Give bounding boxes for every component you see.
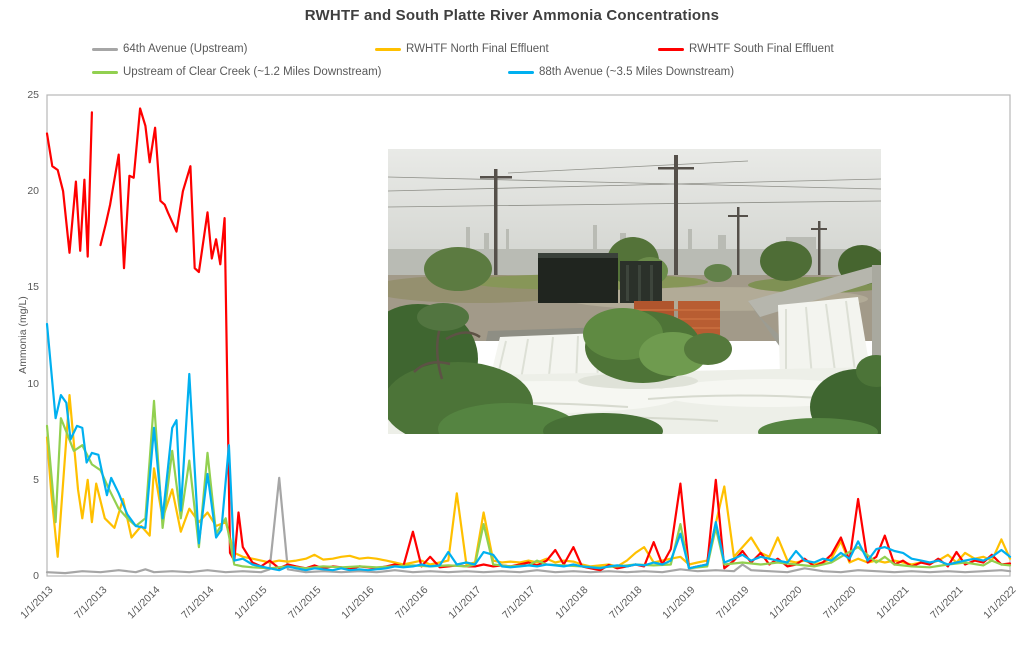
y-axis-title: Ammonia (mg/L): [17, 296, 29, 374]
legend-marker-upstream-of-clear-creek-1-2-miles-downstream: [92, 70, 118, 74]
building: [538, 253, 662, 303]
legend-item-rwhtf-south-final-effluent: RWHTF South Final Effluent: [658, 42, 834, 56]
y-tick-label: 25: [27, 89, 39, 101]
legend-marker-rwhtf-north-final-effluent: [375, 47, 401, 51]
chart-title: RWHTF and South Platte River Ammonia Con…: [304, 7, 720, 24]
legend-label: 88th Avenue (~3.5 Miles Downstream): [539, 66, 735, 78]
legend-label: RWHTF North Final Effluent: [406, 43, 549, 55]
y-tick-label: 0: [33, 570, 39, 582]
legend-marker-rwhtf-south-final-effluent: [658, 47, 684, 51]
y-tick-label: 10: [27, 377, 39, 390]
legend-marker-64th-avenue-upstream: [92, 47, 118, 51]
legend-item-64th-avenue-upstream: 64th Avenue (Upstream): [92, 42, 247, 56]
foreground-bushes: [388, 303, 881, 434]
inset-photo: [388, 149, 881, 434]
power-lines: [388, 160, 881, 208]
center-bushes: [583, 308, 732, 383]
legend-item-rwhtf-north-final-effluent: RWHTF North Final Effluent: [375, 42, 549, 56]
legend-marker-88th-avenue-3-5-miles-downstream: [508, 70, 534, 74]
y-tick-label: 20: [27, 185, 39, 198]
y-tick-label: 5: [33, 473, 39, 486]
legend-item-upstream-of-clear-creek-1-2-miles-downstream: Upstream of Clear Creek (~1.2 Miles Down…: [92, 65, 382, 79]
series-line-64th-avenue-upstream: [45, 476, 1012, 575]
utility-poles: [480, 155, 827, 305]
legend-label: Upstream of Clear Creek (~1.2 Miles Down…: [123, 66, 382, 78]
y-tick-label: 15: [27, 281, 39, 294]
legend-label: RWHTF South Final Effluent: [689, 43, 834, 55]
series-line-88th-avenue-3-5-miles-downstream: [45, 322, 1012, 572]
legend-label: 64th Avenue (Upstream): [123, 43, 248, 55]
legend-item-88th-avenue-3-5-miles-downstream: 88th Avenue (~3.5 Miles Downstream): [508, 65, 734, 79]
